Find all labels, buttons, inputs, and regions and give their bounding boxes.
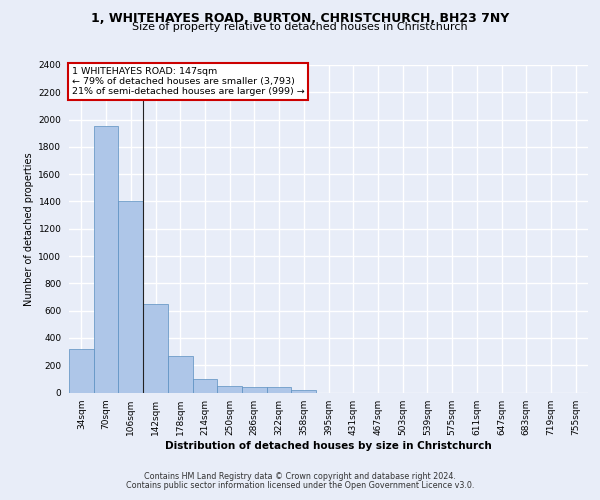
Bar (118, 202, 143, 392)
Bar (168, 356, 193, 393)
X-axis label: Distribution of detached houses by size in Christchurch: Distribution of detached houses by size … (165, 440, 492, 450)
Text: Contains public sector information licensed under the Open Government Licence v3: Contains public sector information licen… (126, 481, 474, 490)
Text: Size of property relative to detached houses in Christchurch: Size of property relative to detached ho… (132, 22, 468, 32)
Y-axis label: Number of detached properties: Number of detached properties (24, 152, 34, 306)
Bar (69, 349, 94, 393)
Bar (267, 388, 292, 392)
Bar (143, 304, 168, 392)
Bar (292, 390, 316, 392)
Text: 1, WHITEHAYES ROAD, BURTON, CHRISTCHURCH, BH23 7NY: 1, WHITEHAYES ROAD, BURTON, CHRISTCHURCH… (91, 12, 509, 26)
Bar (193, 379, 217, 392)
Text: Contains HM Land Registry data © Crown copyright and database right 2024.: Contains HM Land Registry data © Crown c… (144, 472, 456, 481)
Bar (242, 387, 267, 392)
Bar (217, 386, 242, 392)
Text: 1 WHITEHAYES ROAD: 147sqm
← 79% of detached houses are smaller (3,793)
21% of se: 1 WHITEHAYES ROAD: 147sqm ← 79% of detac… (71, 66, 304, 96)
Bar (94, 126, 118, 392)
